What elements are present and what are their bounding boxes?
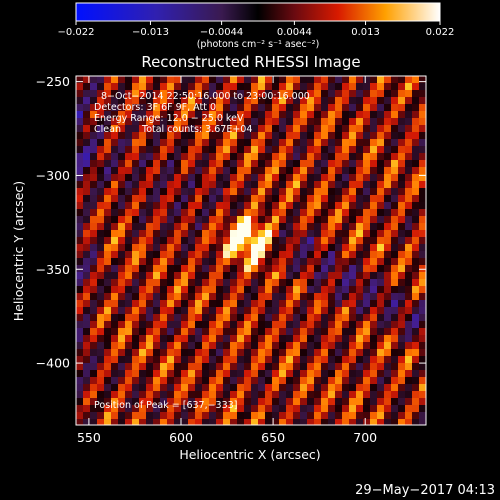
y-tick-label: −300 (36, 168, 70, 183)
annotation-clean: Clean (94, 124, 121, 135)
colorbar-tick-label: 0.022 (426, 27, 455, 38)
x-tick-label: 650 (261, 430, 285, 445)
y-tick-label: −350 (36, 262, 70, 277)
image-area: 550 600 650 700 −250 −300 −350 −400 (36, 74, 427, 445)
annotations: 8−Oct−2014 22:50:16.000 to 23:00:16.000 … (94, 91, 310, 411)
y-axis-ticks: −250 −300 −350 −400 (36, 74, 426, 371)
x-tick-label: 700 (353, 430, 377, 445)
x-axis-label: Heliocentric X (arcsec) (179, 447, 320, 462)
colorbar-tick-label: −0.0044 (200, 27, 243, 38)
heatmap (76, 76, 426, 425)
x-axis-ticks: 550 600 650 700 (77, 76, 377, 445)
y-axis-label: Heliocentric Y (arcsec) (11, 181, 26, 321)
y-tick-label: −250 (36, 74, 70, 89)
x-tick-label: 550 (77, 430, 101, 445)
annotation-time-range: 8−Oct−2014 22:50:16.000 to 23:00:16.000 (101, 91, 310, 102)
colorbar: −0.022 −0.013 −0.0044 0.0044 0.013 0.022 (pho… (57, 2, 454, 50)
colorbar-ticks: −0.022 −0.013 −0.0044 0.0044 0.013 0.022 (57, 21, 454, 38)
plot-title: Reconstructed RHESSI Image (141, 53, 360, 71)
colorbar-tick-label: 0.013 (351, 27, 380, 38)
colorbar-unit-label: (photons cm⁻² s⁻¹ asec⁻²) (197, 39, 320, 50)
annotation-peak: Position of Peak = [637,−333] (94, 400, 237, 411)
colorbar-tick-label: 0.0044 (277, 27, 312, 38)
colorbar-tick-label: −0.013 (132, 27, 169, 38)
y-tick-label: −400 (36, 356, 70, 371)
annotation-detectors: Detectors: 3F 6F 9F, Att 0 (94, 102, 216, 113)
footer-date: 29−May−2017 04:13 (355, 483, 495, 498)
colorbar-gradient (75, 2, 441, 22)
plot-frame (75, 75, 427, 426)
x-tick-label: 600 (169, 430, 193, 445)
annotation-energy: Energy Range: 12.0 − 25.0 keV (94, 113, 244, 124)
colorbar-tick-label: −0.022 (57, 27, 94, 38)
annotation-total-counts: Total counts: 3.67E+04 (141, 124, 252, 135)
